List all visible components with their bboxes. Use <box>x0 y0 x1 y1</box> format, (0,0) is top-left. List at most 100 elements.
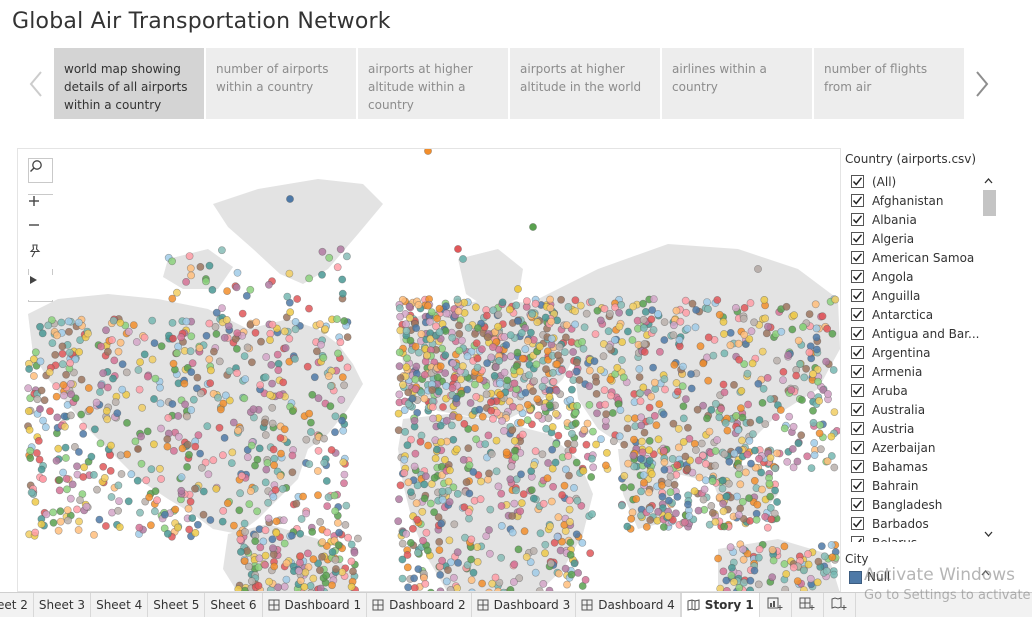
airport-mark[interactable] <box>410 584 419 591</box>
airport-mark[interactable] <box>145 493 154 502</box>
airport-mark[interactable] <box>55 476 64 484</box>
airport-mark[interactable] <box>715 413 724 422</box>
airport-mark[interactable] <box>506 586 515 592</box>
tab-sheet-3[interactable]: Sheet 3 <box>34 593 92 617</box>
airport-mark[interactable] <box>25 425 34 434</box>
airport-mark[interactable] <box>766 492 775 501</box>
airport-mark[interactable] <box>37 520 46 529</box>
airport-mark[interactable] <box>272 528 281 537</box>
airport-mark[interactable] <box>272 517 281 526</box>
airport-mark[interactable] <box>703 298 711 306</box>
airport-mark[interactable] <box>349 567 357 576</box>
airport-mark[interactable] <box>792 371 801 380</box>
airport-mark[interactable] <box>518 354 527 363</box>
airport-mark[interactable] <box>510 560 519 569</box>
airport-mark[interactable] <box>732 411 741 420</box>
airport-mark[interactable] <box>435 328 444 337</box>
airport-mark[interactable] <box>466 399 475 407</box>
airport-mark[interactable] <box>26 454 35 462</box>
airport-mark[interactable] <box>122 368 131 377</box>
airport-mark[interactable] <box>168 257 176 266</box>
airport-mark[interactable] <box>137 459 146 468</box>
airport-mark[interactable] <box>177 333 185 342</box>
airport-mark[interactable] <box>527 328 535 337</box>
airport-mark[interactable] <box>410 416 419 425</box>
airport-mark[interactable] <box>777 327 786 336</box>
airport-mark[interactable] <box>212 308 221 317</box>
airport-mark[interactable] <box>608 409 617 417</box>
airport-mark[interactable] <box>471 424 479 432</box>
airport-mark[interactable] <box>267 360 276 369</box>
airport-mark[interactable] <box>396 374 405 382</box>
airport-mark[interactable] <box>572 530 581 539</box>
airport-mark[interactable] <box>467 576 476 584</box>
airport-mark[interactable] <box>761 314 769 323</box>
airport-mark[interactable] <box>565 505 574 514</box>
airport-mark[interactable] <box>118 360 127 369</box>
airport-mark[interactable] <box>814 557 823 566</box>
airport-mark[interactable] <box>789 563 798 572</box>
airport-mark[interactable] <box>530 377 539 385</box>
zoom-in-button[interactable] <box>28 195 53 220</box>
airport-mark[interactable] <box>737 386 746 395</box>
airport-mark[interactable] <box>642 522 651 531</box>
airport-mark[interactable] <box>491 363 500 371</box>
airport-mark[interactable] <box>529 387 537 396</box>
airport-mark[interactable] <box>569 348 577 356</box>
airport-mark[interactable] <box>592 440 600 449</box>
airport-mark[interactable] <box>406 488 415 496</box>
airport-mark[interactable] <box>423 351 431 360</box>
airport-mark[interactable] <box>822 566 831 575</box>
airport-mark[interactable] <box>468 588 476 592</box>
airport-mark[interactable] <box>711 447 720 455</box>
airport-mark[interactable] <box>61 443 70 452</box>
airport-mark[interactable] <box>719 507 728 516</box>
airport-mark[interactable] <box>398 555 407 564</box>
airport-mark[interactable] <box>268 535 277 544</box>
airport-mark[interactable] <box>645 456 654 465</box>
airport-mark[interactable] <box>229 418 238 427</box>
airport-mark[interactable] <box>545 401 554 410</box>
airport-mark[interactable] <box>539 579 548 588</box>
airport-mark[interactable] <box>734 426 743 434</box>
airport-mark[interactable] <box>678 382 687 391</box>
airport-mark[interactable] <box>521 345 530 354</box>
airport-mark[interactable] <box>672 509 680 518</box>
airport-mark[interactable] <box>810 451 819 459</box>
airport-mark[interactable] <box>768 573 777 582</box>
airport-mark[interactable] <box>629 451 638 460</box>
airport-mark[interactable] <box>276 434 285 442</box>
airport-mark[interactable] <box>648 306 657 314</box>
airport-mark[interactable] <box>505 305 514 314</box>
airport-mark[interactable] <box>620 440 629 449</box>
checkbox[interactable] <box>851 270 864 283</box>
airport-mark[interactable] <box>548 423 557 431</box>
airport-mark[interactable] <box>520 527 529 536</box>
airport-mark[interactable] <box>570 559 579 568</box>
airport-mark[interactable] <box>31 348 40 357</box>
airport-mark[interactable] <box>39 416 47 425</box>
airport-mark[interactable] <box>424 301 432 310</box>
airport-mark[interactable] <box>327 446 336 454</box>
airport-mark[interactable] <box>720 330 728 338</box>
airport-mark[interactable] <box>134 445 142 453</box>
airport-mark[interactable] <box>41 423 50 432</box>
airport-mark[interactable] <box>74 318 83 327</box>
airport-mark[interactable] <box>205 355 214 364</box>
airport-mark[interactable] <box>794 439 803 448</box>
airport-mark[interactable] <box>704 333 713 342</box>
airport-mark[interactable] <box>335 528 343 537</box>
story-point-1[interactable]: world map showing details of all airport… <box>54 48 204 119</box>
airport-mark[interactable] <box>539 499 548 508</box>
airport-mark[interactable] <box>640 478 648 487</box>
airport-mark[interactable] <box>347 582 356 591</box>
airport-mark[interactable] <box>463 352 472 361</box>
airport-mark[interactable] <box>564 439 572 448</box>
airport-mark[interactable] <box>299 492 307 501</box>
airport-mark[interactable] <box>340 479 348 488</box>
airport-mark[interactable] <box>185 252 194 260</box>
airport-mark[interactable] <box>684 423 692 432</box>
airport-mark[interactable] <box>758 347 767 356</box>
checkbox[interactable] <box>851 479 864 492</box>
airport-mark[interactable] <box>570 440 579 448</box>
